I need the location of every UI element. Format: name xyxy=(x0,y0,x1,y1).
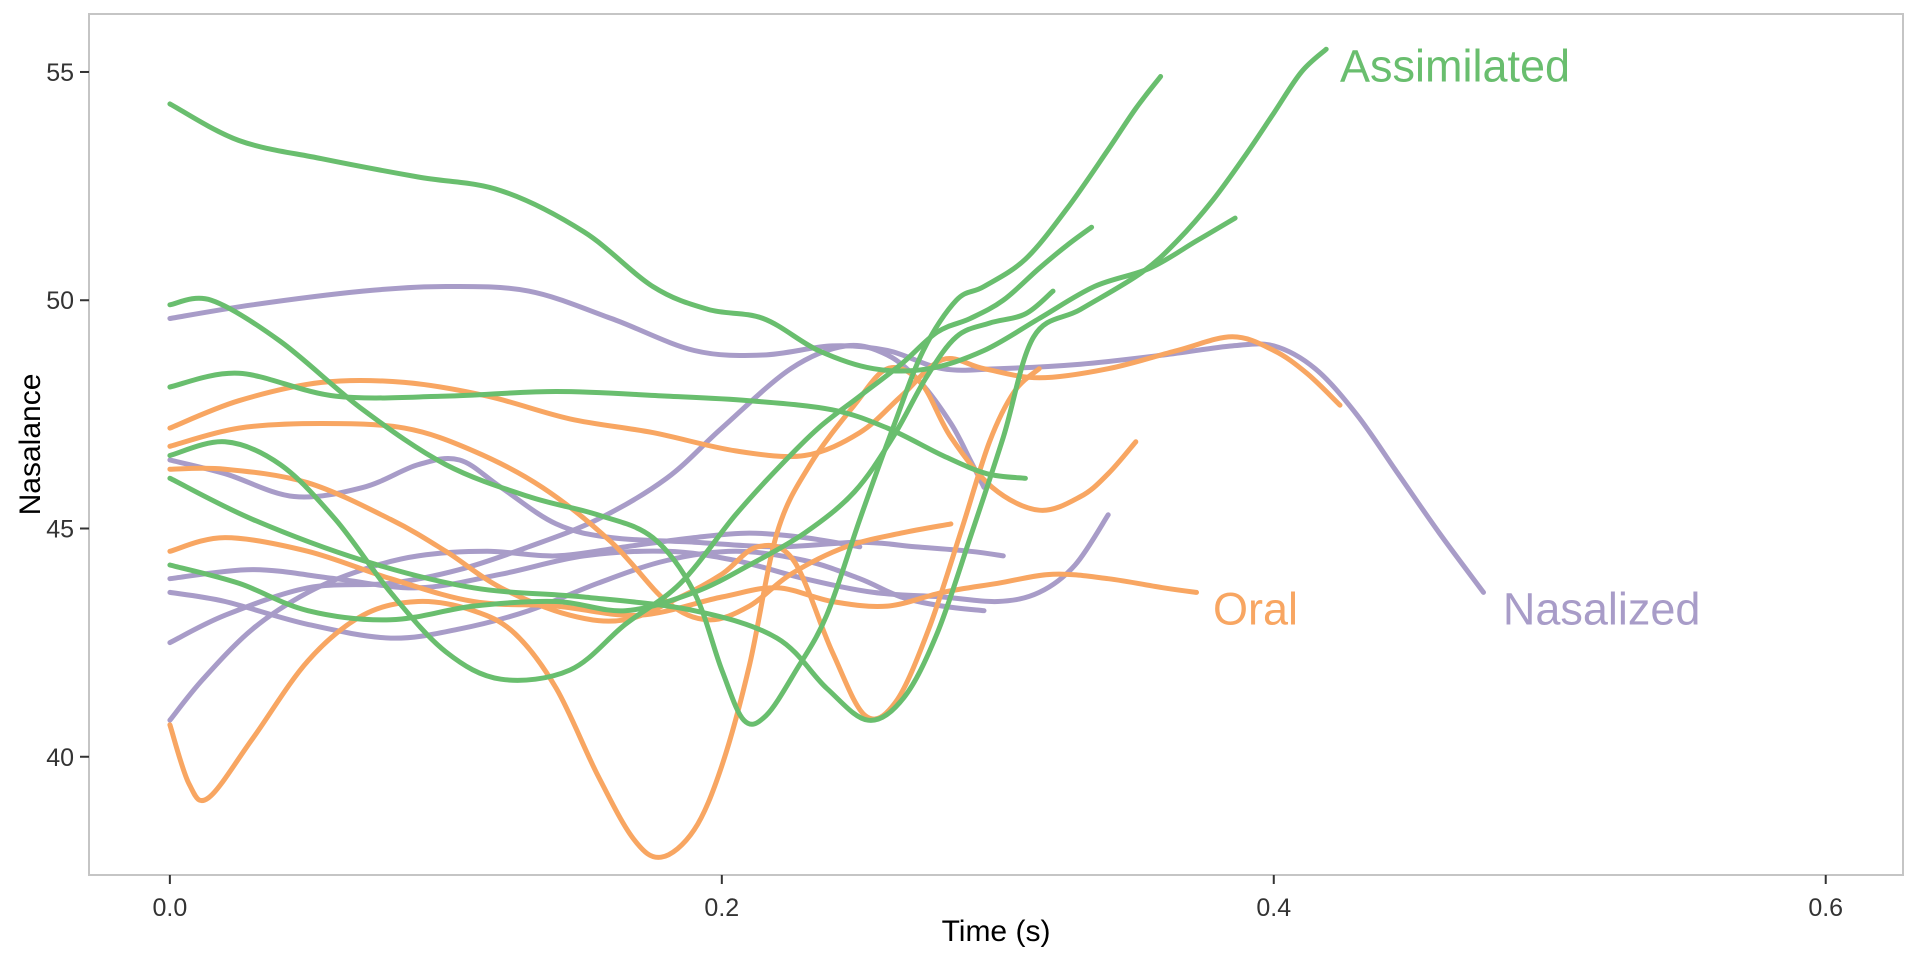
series-line-nasalized-0 xyxy=(167,283,1486,595)
group-label-assimilated: Assimilated xyxy=(1340,40,1570,91)
series-line-assimilated-11 xyxy=(167,101,1238,374)
series-line-assimilated-16 xyxy=(167,288,1056,623)
group-label-oral: Oral xyxy=(1213,584,1298,635)
y-axis-tick-label: 50 xyxy=(46,287,74,315)
x-axis-tick-label: 0.0 xyxy=(152,894,187,922)
series-line-assimilated-13 xyxy=(167,370,1028,481)
series-line-assimilated-14 xyxy=(167,224,1095,683)
x-axis-tick-label: 0.4 xyxy=(1256,894,1291,922)
x-axis-tick-label: 0.2 xyxy=(704,894,739,922)
group-label-nasalized: Nasalized xyxy=(1503,584,1701,635)
x-axis-tick-label: 0.6 xyxy=(1808,894,1843,922)
series-line-oral-8 xyxy=(167,366,1042,722)
series-line-oral-10 xyxy=(167,365,1139,860)
y-axis-tick-label: 45 xyxy=(46,516,74,544)
panel-border xyxy=(88,13,1904,876)
series-line-oral-7 xyxy=(167,421,954,623)
series-line-nasalized-5 xyxy=(167,530,863,723)
y-axis-title: Nasalance xyxy=(14,374,47,516)
x-axis-title: Time (s) xyxy=(942,915,1051,948)
series-line-nasalized-3 xyxy=(167,548,987,641)
series-line-oral-9 xyxy=(167,535,1199,618)
y-axis-tick-label: 40 xyxy=(46,744,74,772)
y-axis-tick-label: 55 xyxy=(46,59,74,87)
series-line-assimilated-15 xyxy=(167,46,1329,723)
series-line-oral-6 xyxy=(167,334,1343,460)
series-line-assimilated-12 xyxy=(167,74,1164,727)
